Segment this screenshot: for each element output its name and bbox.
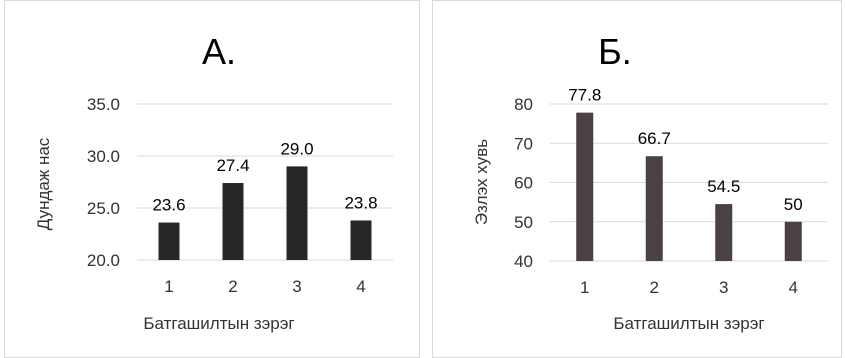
chart-a-x-tick-label: 2 — [228, 277, 237, 296]
chart-a-bar-4 — [350, 220, 372, 260]
chart-b-data-label: 77.8 — [568, 86, 601, 105]
chart-b-data-label: 50 — [784, 195, 803, 214]
chart-b-x-tick-label: 2 — [650, 278, 659, 297]
chart-b-bar-2 — [645, 156, 663, 261]
chart-a-x-tick-label: 3 — [292, 277, 301, 296]
chart-a-panel: А. 20.0 25.0 30.0 35.0 1 2 3 4 23.6 27.4 29.0 23.… — [4, 0, 420, 358]
chart-b-bar-3 — [715, 204, 733, 261]
chart-b-x-axis-label: Батгашилтын зэрэг — [613, 314, 764, 333]
chart-b-y-tick-label: 50 — [514, 213, 533, 232]
chart-a-y-axis-label: Дундаж нас — [34, 137, 53, 230]
chart-b-bar-1 — [576, 112, 594, 261]
chart-a-bar-2 — [222, 183, 244, 260]
chart-a-y-tick-label: 25.0 — [87, 199, 120, 218]
chart-a-data-label: 23.6 — [152, 196, 185, 215]
chart-b-y-tick-label: 40 — [514, 252, 533, 271]
chart-a-bar-3 — [286, 166, 308, 260]
chart-a-y-tick-label: 20.0 — [87, 251, 120, 270]
chart-b-y-tick-label: 60 — [514, 174, 533, 193]
chart-b-data-label: 66.7 — [638, 129, 671, 148]
chart-b-panel: Б. 40 50 60 70 80 1 2 3 4 77.8 66.7 54.5 50 Батгаш… — [432, 0, 842, 358]
chart-a-title: А. — [202, 31, 236, 72]
chart-a-data-label: 29.0 — [280, 139, 313, 158]
chart-b-y-axis-label: Эзлэх хувь — [472, 139, 491, 225]
chart-a-x-tick-label: 4 — [356, 277, 365, 296]
chart-b-data-label: 54.5 — [707, 177, 740, 196]
chart-b-title: Б. — [598, 31, 632, 72]
chart-b-x-tick-label: 3 — [719, 278, 728, 297]
chart-a-bar-1 — [158, 222, 180, 260]
chart-a-x-axis-label: Батгашилтын зэрэг — [143, 314, 294, 333]
chart-b-x-tick-label: 1 — [580, 278, 589, 297]
chart-a-data-label: 27.4 — [216, 156, 249, 175]
chart-a-y-tick-label: 30.0 — [87, 147, 120, 166]
chart-a: А. 20.0 25.0 30.0 35.0 1 2 3 4 23.6 27.4 29.0 23.… — [34, 31, 393, 333]
chart-b-x-tick-label: 4 — [789, 278, 798, 297]
chart-a-x-tick-label: 1 — [164, 277, 173, 296]
chart-a-y-tick-label: 35.0 — [87, 95, 120, 114]
chart-b-y-tick-label: 80 — [514, 95, 533, 114]
chart-b: Б. 40 50 60 70 80 1 2 3 4 77.8 66.7 54.5 50 Батгаш… — [472, 31, 828, 333]
chart-a-data-label: 23.8 — [344, 193, 377, 212]
chart-b-y-tick-label: 70 — [514, 134, 533, 153]
chart-b-bar-4 — [784, 221, 802, 261]
